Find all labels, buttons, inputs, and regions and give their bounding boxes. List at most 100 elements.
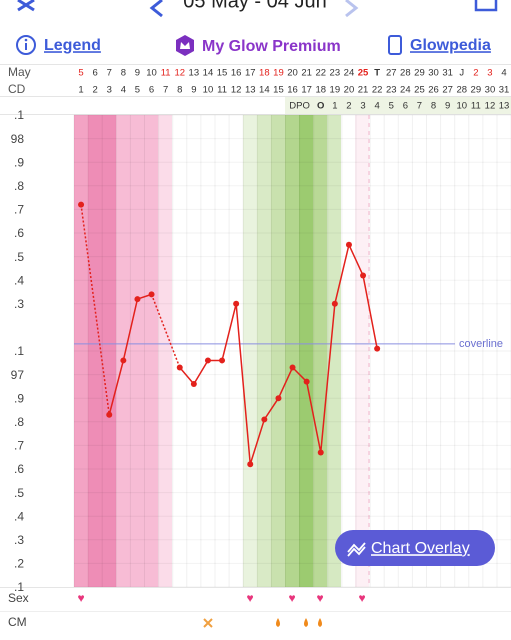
period-band xyxy=(88,115,116,587)
fertile-band xyxy=(243,115,257,587)
gap-connector xyxy=(80,204,110,415)
y-tick-label: .2 xyxy=(14,557,24,571)
y-tick-label: .5 xyxy=(14,250,24,264)
cycle-day: 19 xyxy=(330,85,341,96)
cycle-day: 26 xyxy=(428,85,439,96)
cm-dry xyxy=(203,618,213,628)
cycle-day: 11 xyxy=(217,85,227,96)
divider xyxy=(0,64,511,65)
side-label: CM xyxy=(8,615,27,629)
cycle-day: 3 xyxy=(107,85,112,96)
edit-icon[interactable] xyxy=(474,0,498,12)
cycle-day: 24 xyxy=(400,85,411,96)
chart-overlay-label[interactable]: Chart Overlay xyxy=(371,540,470,557)
dpo-day: 1 xyxy=(332,101,337,112)
predicted-period xyxy=(355,115,369,587)
temperature-point xyxy=(190,381,197,388)
premium-icon[interactable] xyxy=(176,35,194,56)
cycle-day: 8 xyxy=(177,85,182,96)
heart: ♥ xyxy=(288,591,295,605)
next-icon[interactable] xyxy=(345,0,359,18)
y-tick-label: .3 xyxy=(14,533,24,547)
premium-icon xyxy=(180,42,190,49)
date: 22 xyxy=(315,68,326,79)
legend-link[interactable]: Legend xyxy=(44,37,101,54)
y-tick-label: .4 xyxy=(14,273,24,287)
date: 3 xyxy=(487,68,492,79)
close-icon[interactable] xyxy=(17,0,35,12)
temperature-point xyxy=(289,364,296,371)
date: 13 xyxy=(189,68,200,79)
temperature-point xyxy=(303,378,310,385)
y-tick-label: .6 xyxy=(14,462,24,476)
temperature-point xyxy=(374,345,381,352)
cycle-day: 6 xyxy=(149,85,154,96)
temperature-point xyxy=(204,357,211,364)
temperature-point xyxy=(247,461,254,468)
cycle-day: 4 xyxy=(121,85,126,96)
y-tick-label: .5 xyxy=(14,486,24,500)
date: 4 xyxy=(501,68,506,79)
glowpedia-icon[interactable] xyxy=(388,35,402,55)
period-band xyxy=(158,115,172,587)
y-tick-label: .1 xyxy=(14,580,24,594)
cycle-day: 14 xyxy=(259,85,270,96)
cycle-day: 13 xyxy=(245,85,256,96)
cycle-day: 1 xyxy=(78,85,83,96)
date: 24 xyxy=(344,68,355,79)
fertile-band xyxy=(327,115,341,587)
dpo-day: 8 xyxy=(431,101,436,112)
date-range: 05 May - 04 Jun xyxy=(183,0,326,12)
temperature-point xyxy=(331,300,338,307)
premium-link[interactable]: My Glow Premium xyxy=(202,38,341,55)
y-tick-label: .7 xyxy=(14,439,24,453)
y-tick-label: .1 xyxy=(14,108,24,122)
date: 9 xyxy=(135,68,140,79)
cycle-day: 2 xyxy=(93,85,98,96)
date: 17 xyxy=(245,68,256,79)
cycle-day: 28 xyxy=(456,85,467,96)
prev-icon[interactable] xyxy=(149,0,163,18)
divider xyxy=(0,611,511,612)
dpo-day: 4 xyxy=(375,101,380,112)
sex-icons: ♥ ♥ ♥ ♥ ♥ xyxy=(77,591,365,605)
date: 23 xyxy=(330,68,341,79)
temperature-point xyxy=(120,357,127,364)
cycle-day: 22 xyxy=(372,85,383,96)
dpo-row-bg xyxy=(285,97,511,114)
side-label: Sex xyxy=(8,591,29,605)
cycle-day: 5 xyxy=(135,85,140,96)
glowpedia-link[interactable]: Glowpedia xyxy=(410,37,491,54)
cycle-day: 27 xyxy=(442,85,453,96)
temperature-point xyxy=(106,411,113,418)
cycle-day: 15 xyxy=(273,85,284,96)
row-label: CD xyxy=(8,82,26,96)
temperature-point xyxy=(233,300,240,307)
date: 31 xyxy=(442,68,453,79)
temperature-point xyxy=(176,364,183,371)
chart-overlay-button[interactable] xyxy=(335,530,495,566)
date: 7 xyxy=(107,68,112,79)
divider xyxy=(0,114,511,115)
legend-icon[interactable] xyxy=(16,35,36,55)
dpo-day: 12 xyxy=(485,101,496,112)
cycle-day: 30 xyxy=(485,85,496,96)
date: 11 xyxy=(161,68,171,79)
date: 15 xyxy=(217,68,228,79)
cm-drop xyxy=(318,618,322,627)
date: 14 xyxy=(203,68,214,79)
cm-drop xyxy=(276,618,280,627)
fertile-band xyxy=(271,115,285,587)
temperature-point xyxy=(134,296,141,303)
y-tick-label: .4 xyxy=(14,509,24,523)
temperature-point xyxy=(360,272,367,279)
gap-connector xyxy=(150,294,181,368)
y-tick-label: 97 xyxy=(11,368,25,382)
dpo-label: DPO xyxy=(289,101,310,112)
date: 2 xyxy=(473,68,478,79)
dpo-day: 5 xyxy=(389,101,394,112)
date: J xyxy=(459,68,464,79)
date: 8 xyxy=(121,68,126,79)
date: T xyxy=(374,68,380,79)
